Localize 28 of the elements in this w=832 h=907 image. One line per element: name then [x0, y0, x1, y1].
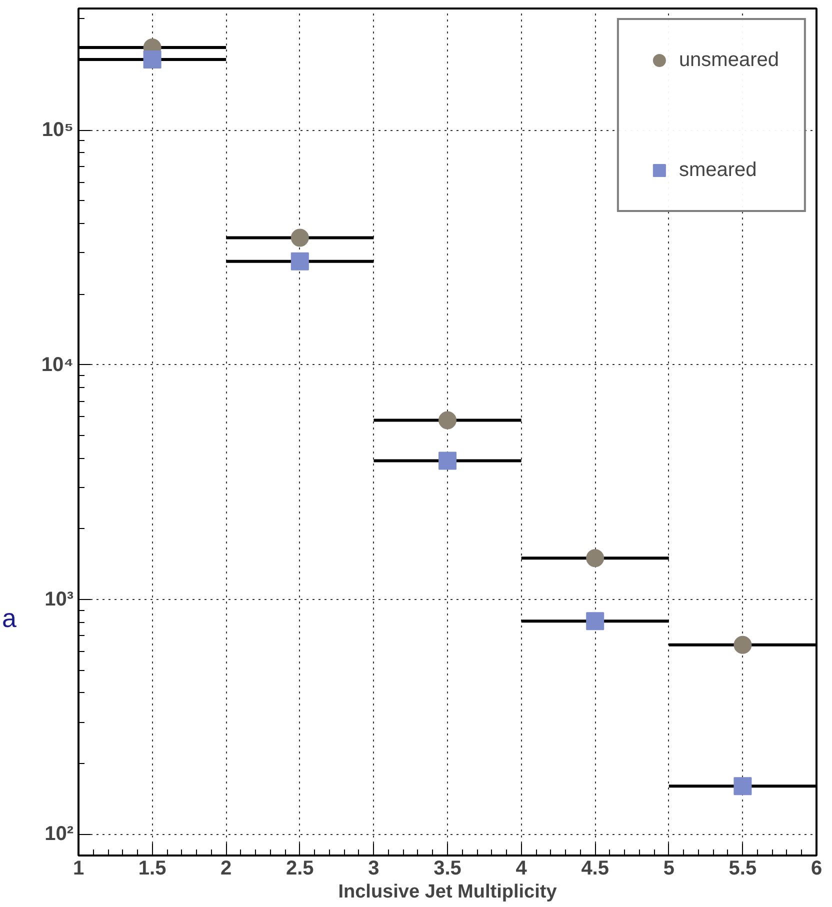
- x-tick-label: 2.5: [286, 858, 314, 880]
- x-tick-label: 6: [810, 858, 822, 880]
- x-tick-label: 1.5: [138, 858, 166, 880]
- x-tick-label: 3: [368, 858, 380, 880]
- x-axis-title: Inclusive Jet Multiplicity: [338, 882, 558, 902]
- point: [290, 252, 309, 270]
- x-tick-label: 3.5: [434, 858, 462, 880]
- y-tick-label: 10⁴: [41, 354, 74, 376]
- point: [438, 411, 456, 430]
- x-tick-label: 1: [72, 858, 84, 880]
- y-tick-label: 10²: [44, 823, 74, 846]
- point: [586, 612, 604, 630]
- x-tick-label: 5.5: [728, 858, 757, 880]
- point: [290, 228, 309, 247]
- y-tick-label: 10⁵: [42, 119, 74, 142]
- x-tick-label: 4.5: [581, 858, 610, 880]
- point: [438, 452, 456, 470]
- legend-label: smeared: [678, 158, 757, 182]
- x-tick-label: 5: [663, 858, 674, 880]
- x-tick-label: 2: [220, 858, 232, 880]
- point: [734, 636, 752, 654]
- legend-label: unsmeared: [678, 48, 779, 72]
- x-tick-label: 4: [516, 858, 528, 880]
- text: a: [2, 602, 16, 635]
- point: [586, 549, 604, 568]
- y-tick-label: 10³: [44, 588, 74, 610]
- point: [734, 777, 752, 796]
- point: [143, 50, 162, 69]
